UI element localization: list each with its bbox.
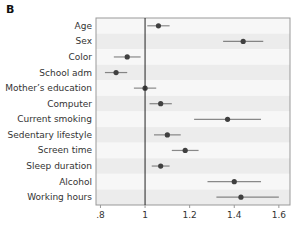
category-label: Working hours	[27, 192, 92, 202]
row-band	[96, 143, 290, 159]
row-band	[96, 112, 290, 128]
category-label: School adm	[39, 68, 92, 78]
point	[156, 23, 161, 28]
point	[241, 39, 246, 44]
row-band	[96, 96, 290, 112]
category-label: Alcohol	[59, 177, 92, 187]
point	[183, 148, 188, 153]
point	[232, 179, 237, 184]
title: B	[6, 3, 14, 16]
tick-mark	[278, 205, 279, 208]
tick-label: 1	[142, 210, 148, 220]
point	[165, 132, 170, 137]
category-label: Computer	[47, 99, 92, 109]
point	[158, 101, 163, 106]
row-band	[96, 18, 290, 34]
plot-frame	[96, 18, 290, 205]
tick-label: 1.2	[182, 210, 196, 220]
point	[238, 195, 243, 200]
point	[225, 117, 230, 122]
tick-label: .8	[96, 210, 105, 220]
tick-mark	[100, 205, 101, 208]
tick-mark	[145, 205, 146, 208]
row-band	[96, 189, 290, 205]
tick-mark	[234, 205, 235, 208]
category-label: Sleep duration	[26, 161, 92, 171]
tick-label: 1.6	[272, 210, 287, 220]
category-label: Screen time	[38, 145, 93, 155]
marks	[105, 18, 279, 205]
point	[158, 163, 163, 168]
category-label: Sedentary lifestyle	[8, 130, 93, 140]
category-label: Sex	[76, 36, 93, 46]
row-band	[96, 127, 290, 143]
point	[113, 70, 118, 75]
chart: Age Sex Color School adm Mother’s education C…	[0, 0, 300, 225]
point	[125, 54, 130, 59]
row-band	[96, 65, 290, 81]
row-band	[96, 80, 290, 96]
row-band	[96, 158, 290, 174]
category-label: Age	[75, 21, 93, 31]
row-band	[96, 174, 290, 190]
category-label: Mother’s education	[5, 83, 92, 93]
row-band	[96, 49, 290, 65]
category-label: Color	[69, 52, 93, 62]
row-band	[96, 34, 290, 50]
ci-line	[216, 197, 278, 198]
tick-mark	[189, 205, 190, 208]
tick-label: 1.4	[227, 210, 242, 220]
category-label: Current smoking	[17, 114, 92, 124]
reference-line	[145, 18, 146, 205]
